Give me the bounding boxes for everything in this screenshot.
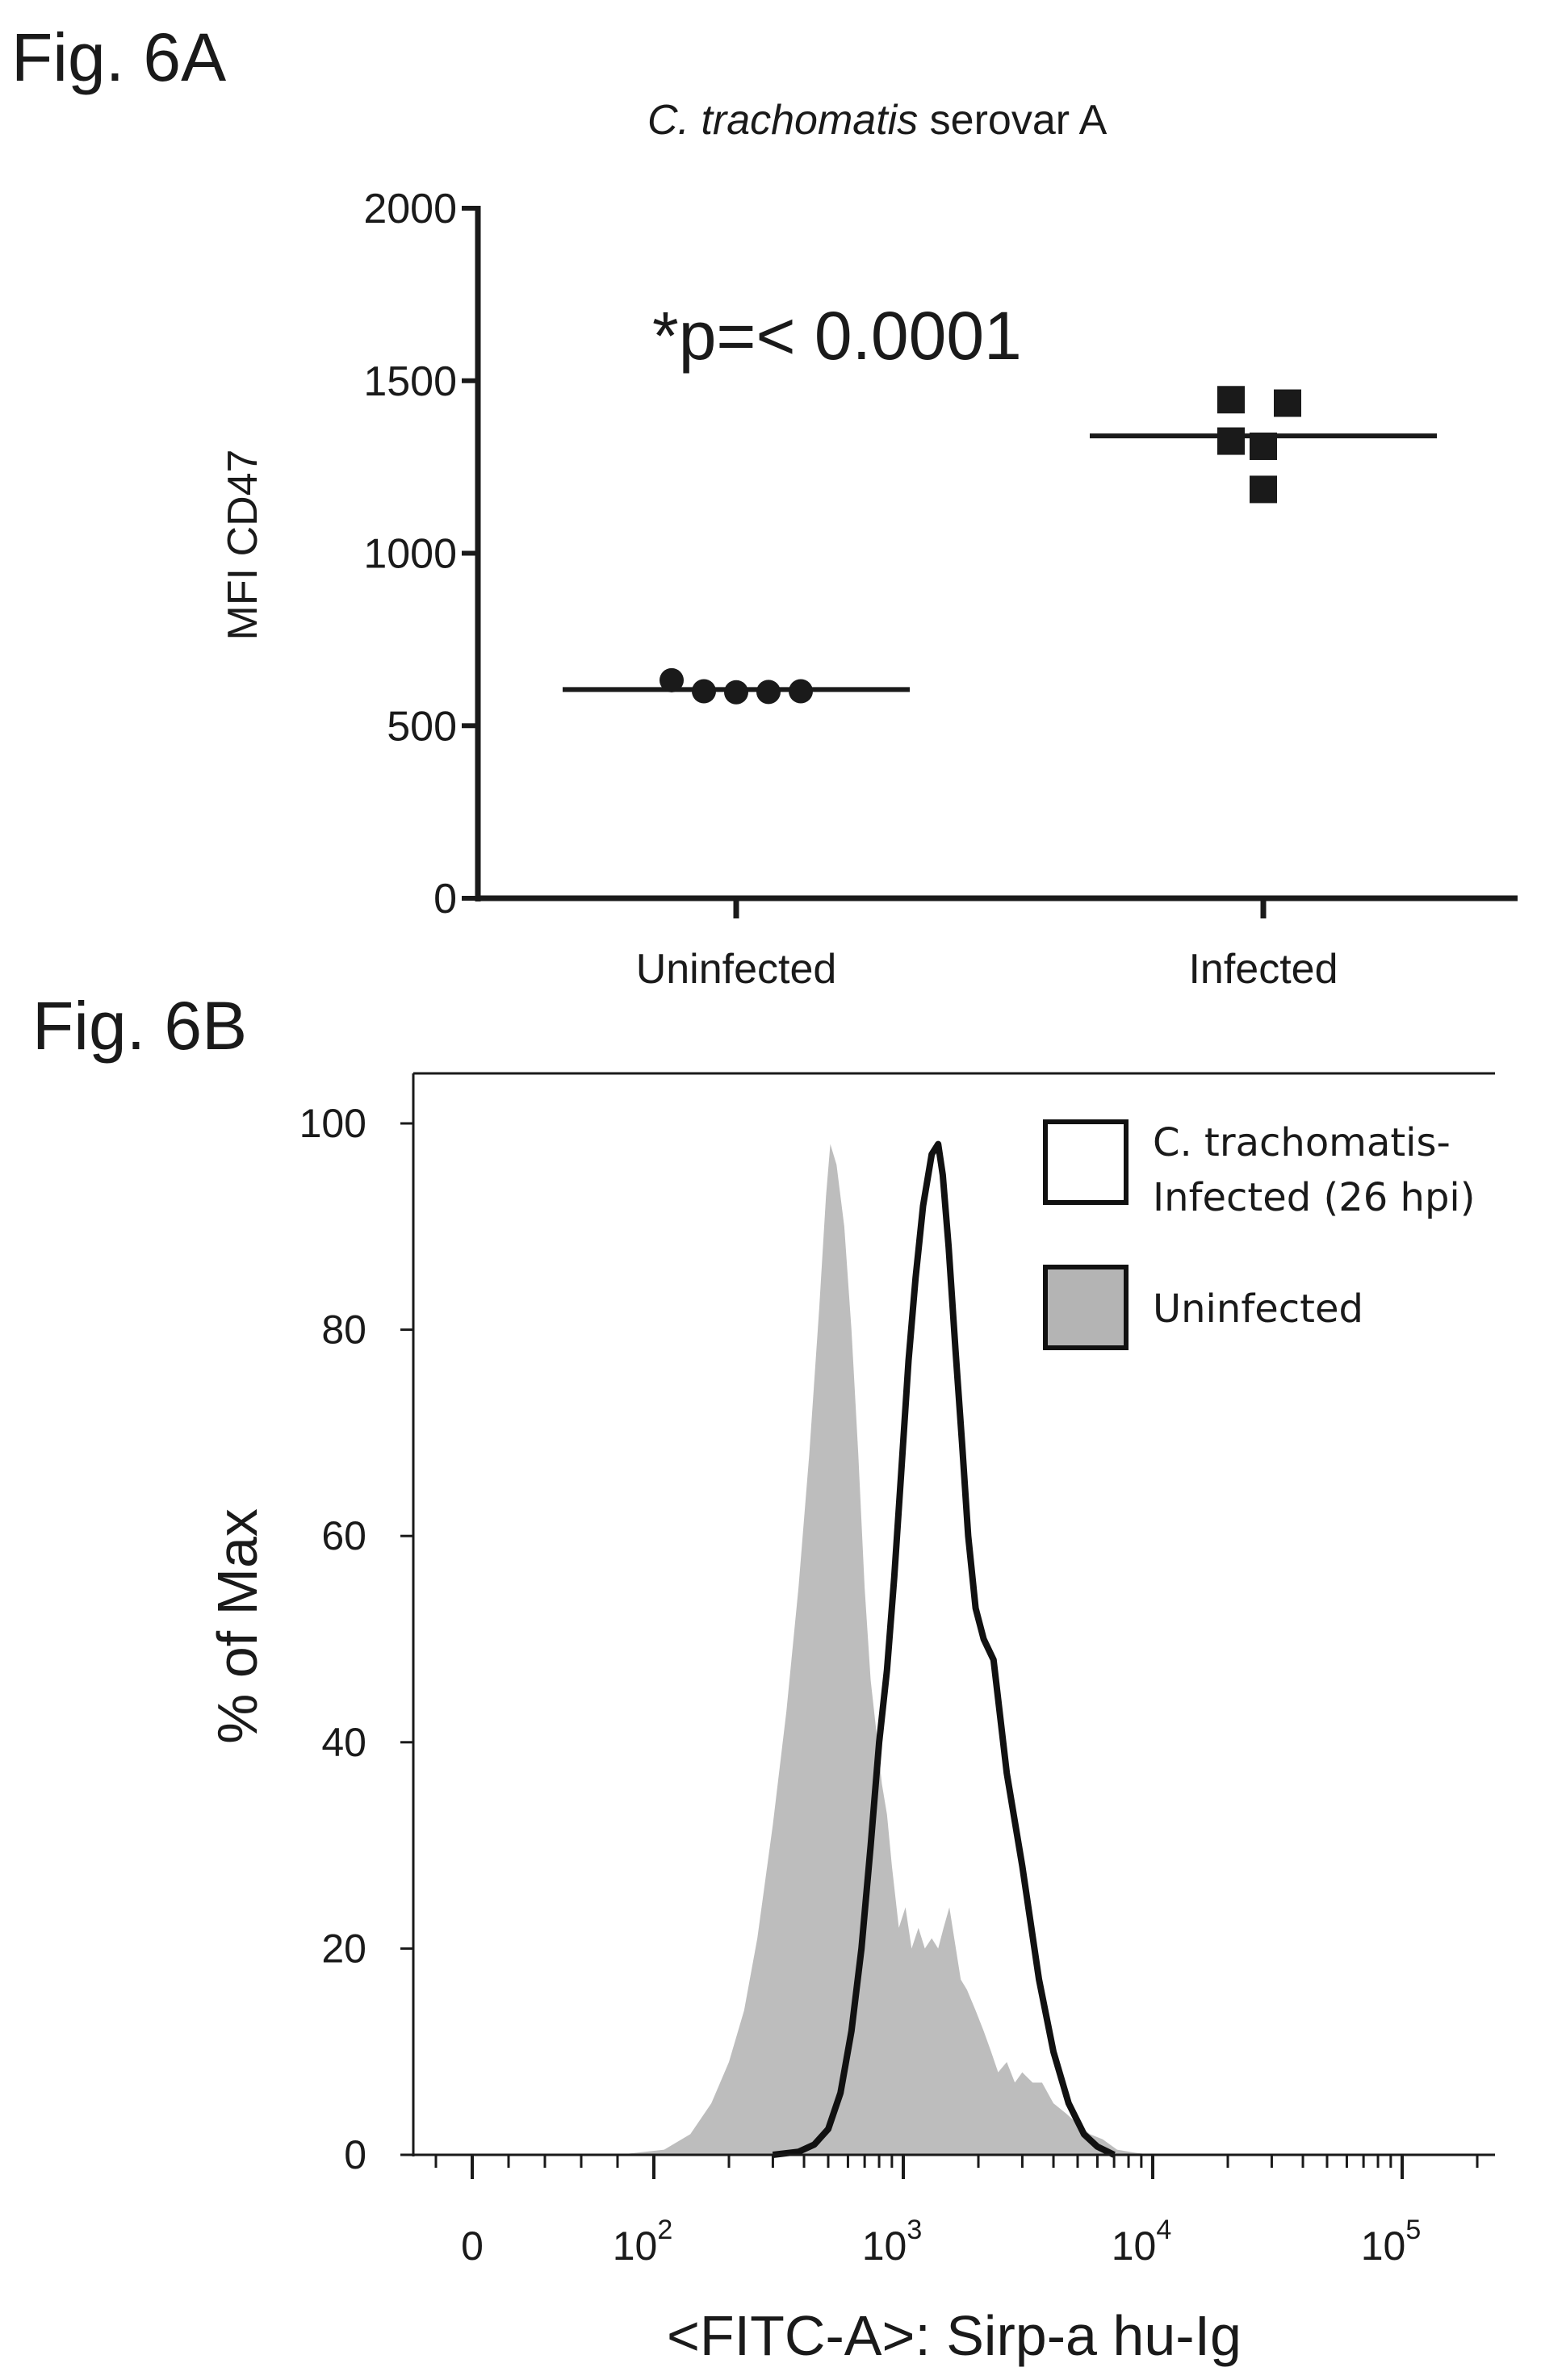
chart-b-y-label: % of Max [206, 1508, 269, 1744]
chart-a-y-tick-label: 1500 [363, 358, 457, 405]
tick-exponent: 4 [1156, 2215, 1171, 2245]
chart-b-x-tick-label: 104 [1112, 2215, 1172, 2269]
chart-b-y-tick-label: 60 [321, 1513, 366, 1558]
chart-a: 0 500 1000 1500 2000 Uninfected Infected [363, 186, 1518, 993]
chart-a-x-ticks: Uninfected Infected [636, 898, 1338, 993]
figure-b-label: Fig. 6B [32, 988, 247, 1064]
data-point [1250, 475, 1277, 504]
chart-a-series [563, 386, 1437, 705]
chart-b-x-tick-label: 102 [613, 2215, 673, 2269]
histogram-uninfected [618, 1144, 1153, 2155]
chart-b-y-tick-label: 0 [344, 2132, 366, 2177]
chart-a-title: C. trachomatis serovar A [647, 97, 1108, 144]
data-point [1250, 432, 1277, 460]
chart-b-x-tick-label: 105 [1361, 2215, 1422, 2269]
chart-a-y-tick-label: 500 [387, 703, 457, 750]
legend-label: Uninfected [1153, 1286, 1363, 1332]
chart-b-y-tick-label: 80 [321, 1307, 366, 1353]
figure-a-label: Fig. 6A [11, 19, 226, 95]
chart-b-x-label: <FITC-A>: Sirp-a hu-Ig [667, 2304, 1242, 2367]
chart-b-y-ticks: 0 20 40 60 80 100 [299, 1101, 413, 2177]
tick-base: 10 [862, 2223, 907, 2269]
data-point [789, 679, 813, 704]
chart-a-y-tick-label: 2000 [363, 186, 457, 232]
p-value-annotation: *p=< 0.0001 [652, 298, 1022, 374]
chart-a-x-tick-label: Uninfected [636, 946, 837, 993]
chart-b-x-tick-label: 103 [862, 2215, 923, 2269]
chart-a-y-tick-label: 1000 [363, 531, 457, 578]
chart-a-title-italic: C. trachomatis [647, 97, 918, 144]
chart-b-x-ticks: 0 102 103 104 105 [434, 2155, 1479, 2269]
tick-base: 10 [613, 2223, 658, 2269]
tick-base: 10 [1361, 2223, 1406, 2269]
chart-b-x-tick-label: 0 [461, 2223, 484, 2269]
tick-exponent: 5 [1405, 2215, 1421, 2245]
legend-swatch [1043, 1119, 1129, 1205]
legend-swatch [1043, 1265, 1129, 1350]
data-point [692, 679, 716, 704]
data-point [756, 680, 781, 705]
legend-label-line2: Infected (26 hpi) [1153, 1175, 1476, 1220]
chart-a-title-rest: serovar A [918, 97, 1107, 144]
data-point [1217, 427, 1245, 455]
chart-b-y-tick-label: 20 [321, 1926, 366, 1971]
tick-base: 0 [461, 2223, 484, 2269]
tick-base: 10 [1112, 2223, 1157, 2269]
chart-b-legend: C. trachomatis- Infected (26 hpi) Uninfect… [1043, 1119, 1476, 1350]
tick-exponent: 2 [657, 2215, 672, 2245]
histogram-infected [772, 1140, 1116, 2158]
chart-b-plot-area [618, 1140, 1153, 2158]
chart-b-y-tick-label: 40 [321, 1720, 366, 1765]
data-point [724, 680, 748, 705]
legend-label: C. trachomatis- [1153, 1120, 1451, 1165]
chart-a-y-label: MFI CD47 [220, 450, 266, 641]
chart-a-x-tick-label: Infected [1188, 946, 1338, 993]
chart-a-y-tick-label: 0 [433, 876, 457, 922]
data-point [1217, 386, 1245, 414]
chart-a-y-ticks: 0 500 1000 1500 2000 [363, 186, 478, 922]
data-point [660, 667, 684, 692]
tick-exponent: 3 [907, 2215, 922, 2245]
chart-b-y-tick-label: 100 [299, 1101, 366, 1146]
data-point [1274, 389, 1301, 417]
